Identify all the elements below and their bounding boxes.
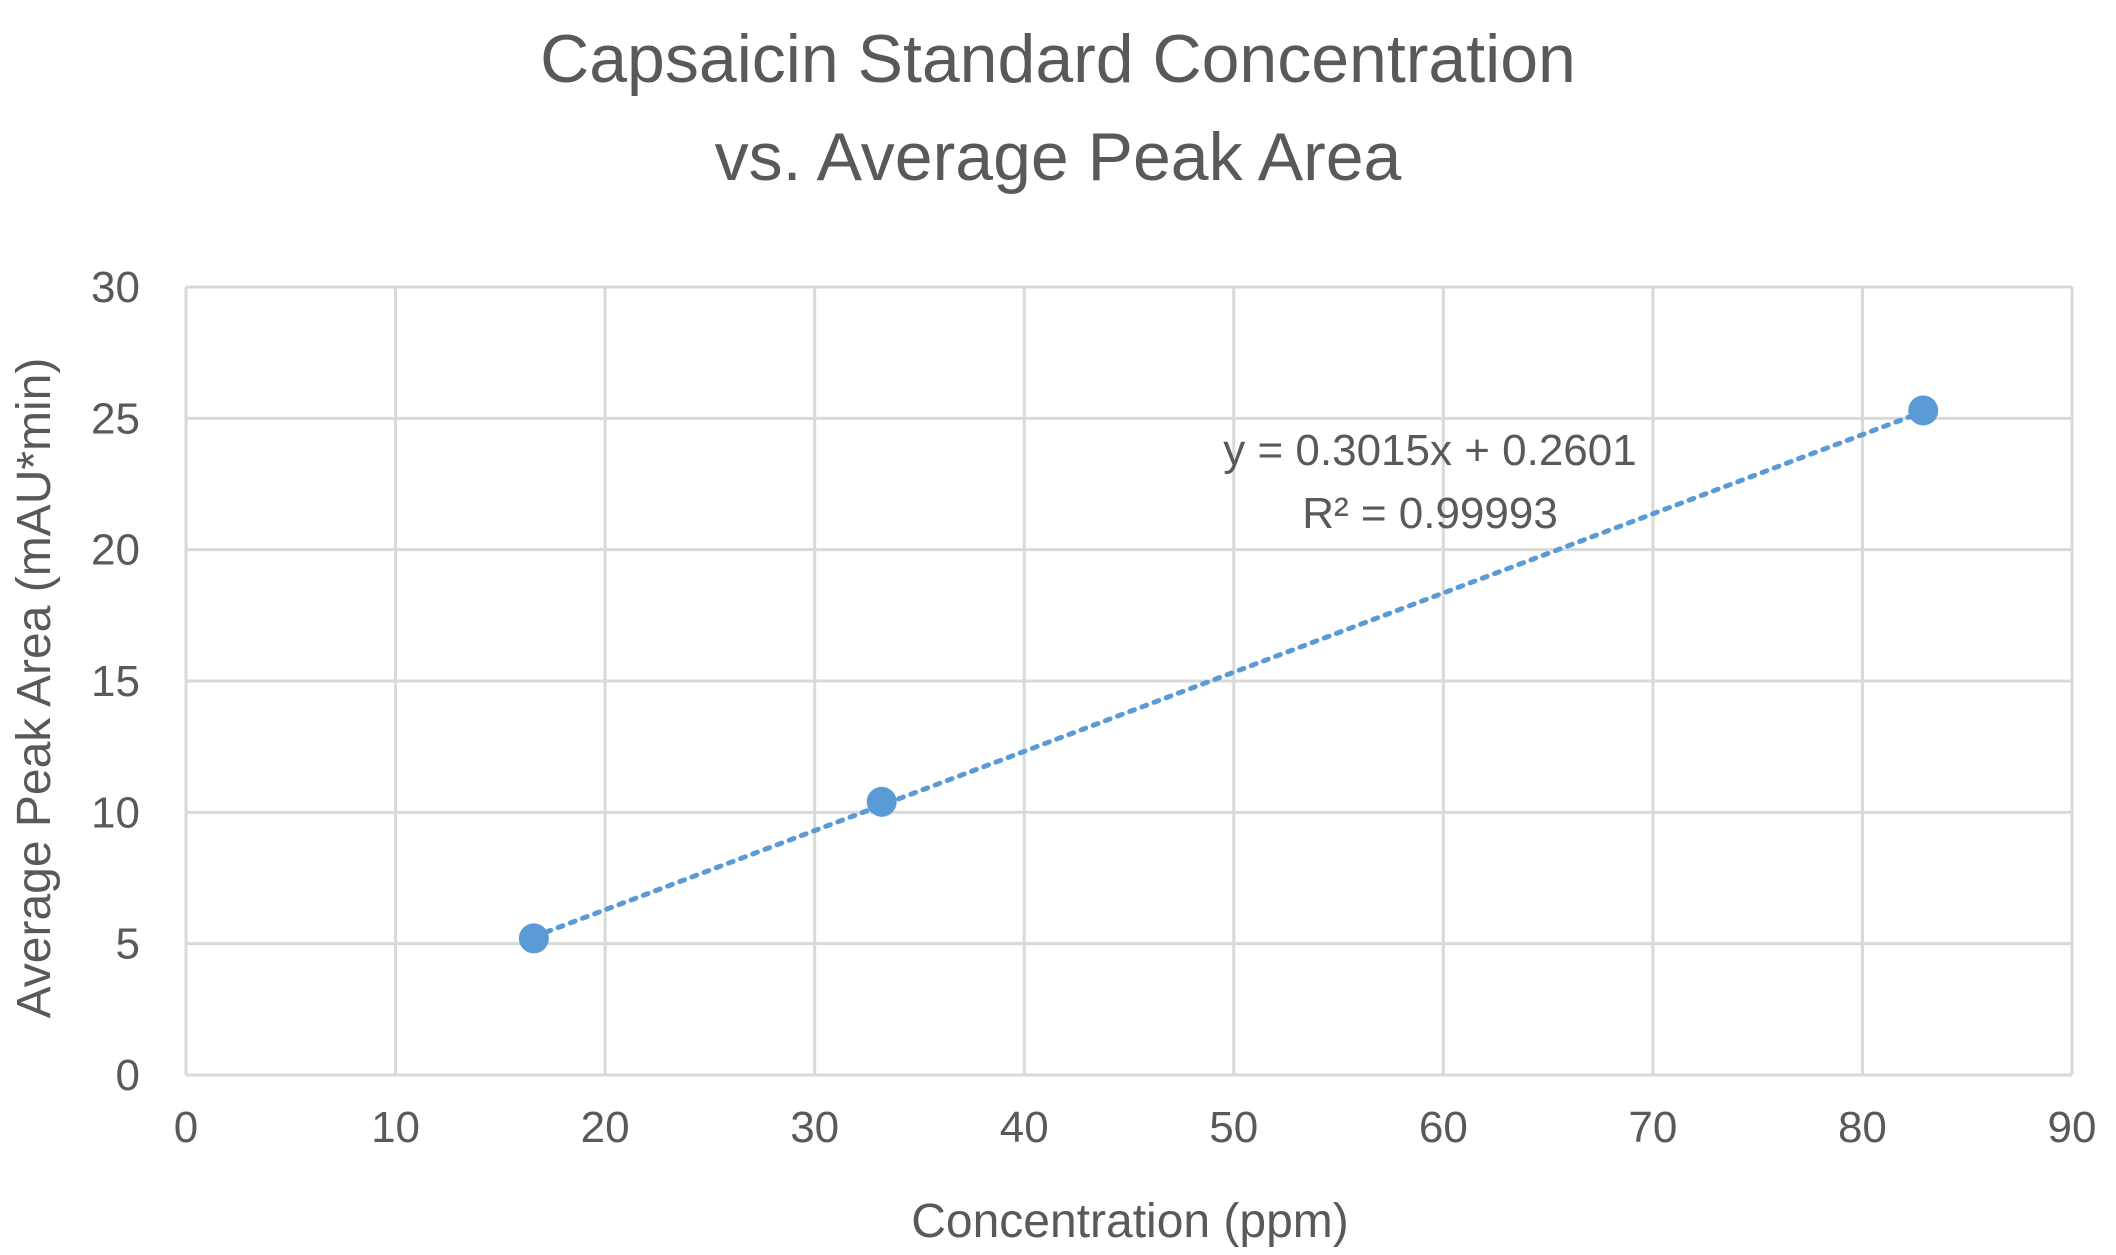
data-points	[518, 395, 1939, 954]
gridlines	[184, 285, 2074, 1077]
y-tick-label: 0	[116, 1051, 140, 1100]
data-point	[518, 923, 549, 954]
trendline-path	[531, 409, 1926, 940]
x-tick-label: 20	[581, 1103, 630, 1152]
x-axis-label: Concentration (ppm)	[911, 1195, 1349, 1248]
chart-title-line-1: Capsaicin Standard Concentration	[540, 21, 1576, 97]
x-tick-label: 30	[790, 1103, 839, 1152]
chart-title: Capsaicin Standard Concentration vs. Ave…	[540, 21, 1576, 195]
trendline-r-squared: R² = 0.99993	[1302, 489, 1558, 538]
y-axis-label: Average Peak Area (mAU*min)	[8, 358, 61, 1019]
y-tick-label: 20	[91, 526, 140, 575]
trendline-label: y = 0.3015x + 0.2601 R² = 0.99993	[1223, 426, 1636, 538]
y-tick-label: 15	[91, 657, 140, 706]
x-tick-label: 0	[174, 1103, 198, 1152]
y-tick-label: 30	[91, 263, 140, 312]
y-axis-ticks: 0 5 10 15 20 25 30	[91, 263, 140, 1100]
y-tick-label: 10	[91, 788, 140, 837]
y-tick-label: 5	[116, 920, 140, 969]
x-axis-ticks: 0 10 20 30 40 50 60 70 80 90	[174, 1103, 2097, 1152]
data-point	[1908, 395, 1939, 426]
chart-title-line-2: vs. Average Peak Area	[715, 119, 1402, 195]
x-tick-label: 80	[1838, 1103, 1887, 1152]
x-tick-label: 10	[371, 1103, 420, 1152]
trendline-equation: y = 0.3015x + 0.2601	[1223, 426, 1636, 475]
x-tick-label: 40	[1000, 1103, 1049, 1152]
x-tick-label: 90	[2048, 1103, 2097, 1152]
trendline	[531, 409, 1926, 940]
x-tick-label: 50	[1209, 1103, 1258, 1152]
data-point	[866, 786, 897, 817]
y-tick-label: 25	[91, 394, 140, 443]
x-tick-label: 60	[1419, 1103, 1468, 1152]
x-tick-label: 70	[1628, 1103, 1677, 1152]
